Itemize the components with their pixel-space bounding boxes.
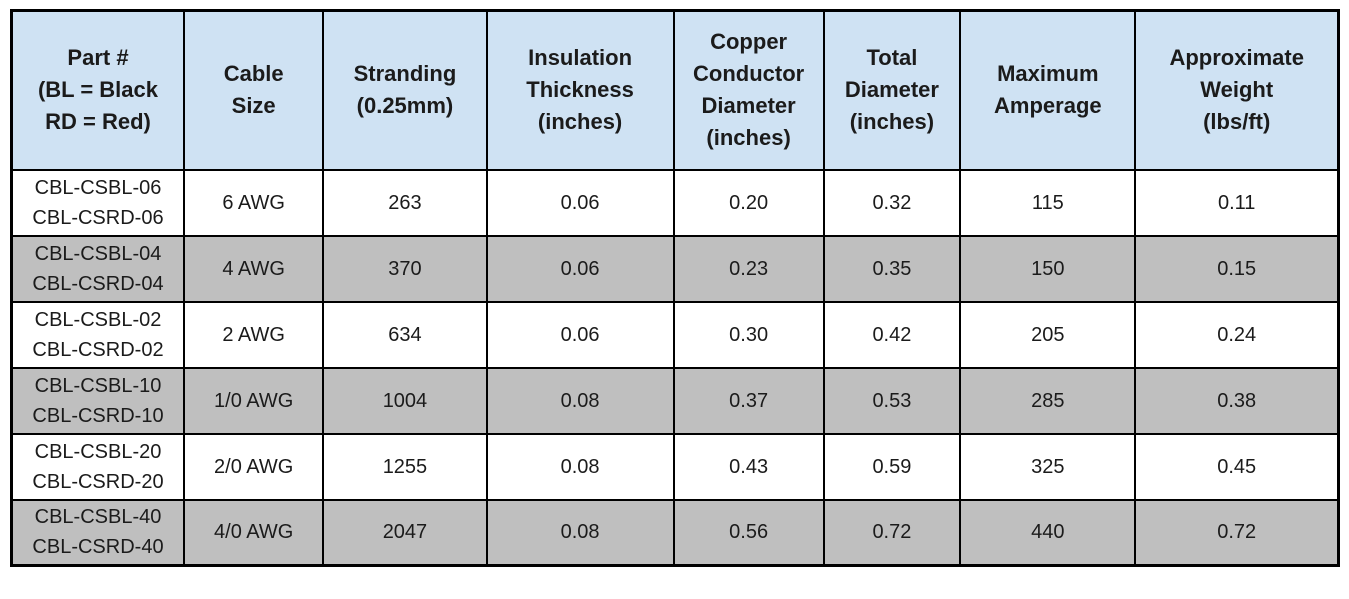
header-row: Part # (BL = Black RD = Red) Cable Size … bbox=[10, 9, 1340, 171]
part-number-cell: CBL-CSBL-06 CBL-CSRD-06 bbox=[10, 168, 185, 237]
column-header-insulation-thickness: Insulation Thickness (inches) bbox=[485, 9, 675, 171]
copper-conductor-diameter-cell: 0.30 bbox=[672, 300, 825, 369]
total-diameter-cell: 0.42 bbox=[822, 300, 962, 369]
insulation-thickness-cell: 0.06 bbox=[485, 168, 675, 237]
table-row: CBL-CSBL-10 CBL-CSRD-10 1/0 AWG 1004 0.08 0.… bbox=[10, 366, 1340, 435]
part-number-cell: CBL-CSBL-20 CBL-CSRD-20 bbox=[10, 432, 185, 501]
stranding-cell: 1004 bbox=[322, 366, 488, 435]
stranding-cell: 263 bbox=[322, 168, 488, 237]
maximum-amperage-cell: 285 bbox=[959, 366, 1137, 435]
copper-conductor-diameter-cell: 0.37 bbox=[672, 366, 825, 435]
maximum-amperage-cell: 205 bbox=[959, 300, 1137, 369]
stranding-cell: 2047 bbox=[322, 498, 488, 567]
table-row: CBL-CSBL-02 CBL-CSRD-02 2 AWG 634 0.06 0.30 0… bbox=[10, 300, 1340, 369]
column-header-approximate-weight: Approximate Weight (lbs/ft) bbox=[1134, 9, 1340, 171]
cable-size-cell: 6 AWG bbox=[182, 168, 325, 237]
approximate-weight-cell: 0.24 bbox=[1134, 300, 1340, 369]
approximate-weight-cell: 0.72 bbox=[1134, 498, 1340, 567]
cable-size-cell: 1/0 AWG bbox=[182, 366, 325, 435]
column-header-maximum-amperage: Maximum Amperage bbox=[959, 9, 1137, 171]
column-header-cable-size: Cable Size bbox=[182, 9, 325, 171]
stranding-cell: 370 bbox=[322, 234, 488, 303]
approximate-weight-cell: 0.15 bbox=[1134, 234, 1340, 303]
maximum-amperage-cell: 150 bbox=[959, 234, 1137, 303]
column-header-stranding: Stranding (0.25mm) bbox=[322, 9, 488, 171]
cable-size-cell: 4/0 AWG bbox=[182, 498, 325, 567]
part-number-cell: CBL-CSBL-10 CBL-CSRD-10 bbox=[10, 366, 185, 435]
table-row: CBL-CSBL-04 CBL-CSRD-04 4 AWG 370 0.06 0.23 0… bbox=[10, 234, 1340, 303]
total-diameter-cell: 0.32 bbox=[822, 168, 962, 237]
table-row: CBL-CSBL-40 CBL-CSRD-40 4/0 AWG 2047 0.08 0.… bbox=[10, 498, 1340, 567]
table-row: CBL-CSBL-06 CBL-CSRD-06 6 AWG 263 0.06 0.20 0… bbox=[10, 168, 1340, 237]
copper-conductor-diameter-cell: 0.56 bbox=[672, 498, 825, 567]
cable-spec-table: Part # (BL = Black RD = Red) Cable Size … bbox=[10, 9, 1340, 567]
cable-size-cell: 2/0 AWG bbox=[182, 432, 325, 501]
insulation-thickness-cell: 0.08 bbox=[485, 366, 675, 435]
approximate-weight-cell: 0.38 bbox=[1134, 366, 1340, 435]
maximum-amperage-cell: 325 bbox=[959, 432, 1137, 501]
total-diameter-cell: 0.59 bbox=[822, 432, 962, 501]
total-diameter-cell: 0.72 bbox=[822, 498, 962, 567]
insulation-thickness-cell: 0.08 bbox=[485, 432, 675, 501]
maximum-amperage-cell: 115 bbox=[959, 168, 1137, 237]
table-row: CBL-CSBL-20 CBL-CSRD-20 2/0 AWG 1255 0.08 0.… bbox=[10, 432, 1340, 501]
stranding-cell: 1255 bbox=[322, 432, 488, 501]
table-body: CBL-CSBL-06 CBL-CSRD-06 6 AWG 263 0.06 0.20 0… bbox=[10, 168, 1340, 567]
maximum-amperage-cell: 440 bbox=[959, 498, 1137, 567]
insulation-thickness-cell: 0.08 bbox=[485, 498, 675, 567]
approximate-weight-cell: 0.11 bbox=[1134, 168, 1340, 237]
part-number-cell: CBL-CSBL-04 CBL-CSRD-04 bbox=[10, 234, 185, 303]
total-diameter-cell: 0.53 bbox=[822, 366, 962, 435]
copper-conductor-diameter-cell: 0.43 bbox=[672, 432, 825, 501]
copper-conductor-diameter-cell: 0.23 bbox=[672, 234, 825, 303]
column-header-total-diameter: Total Diameter (inches) bbox=[822, 9, 962, 171]
insulation-thickness-cell: 0.06 bbox=[485, 300, 675, 369]
total-diameter-cell: 0.35 bbox=[822, 234, 962, 303]
part-number-cell: CBL-CSBL-02 CBL-CSRD-02 bbox=[10, 300, 185, 369]
approximate-weight-cell: 0.45 bbox=[1134, 432, 1340, 501]
cable-size-cell: 4 AWG bbox=[182, 234, 325, 303]
column-header-part-number: Part # (BL = Black RD = Red) bbox=[10, 9, 185, 171]
cable-size-cell: 2 AWG bbox=[182, 300, 325, 369]
copper-conductor-diameter-cell: 0.20 bbox=[672, 168, 825, 237]
insulation-thickness-cell: 0.06 bbox=[485, 234, 675, 303]
column-header-copper-conductor-diameter: Copper Conductor Diameter (inches) bbox=[672, 9, 825, 171]
stranding-cell: 634 bbox=[322, 300, 488, 369]
part-number-cell: CBL-CSBL-40 CBL-CSRD-40 bbox=[10, 498, 185, 567]
